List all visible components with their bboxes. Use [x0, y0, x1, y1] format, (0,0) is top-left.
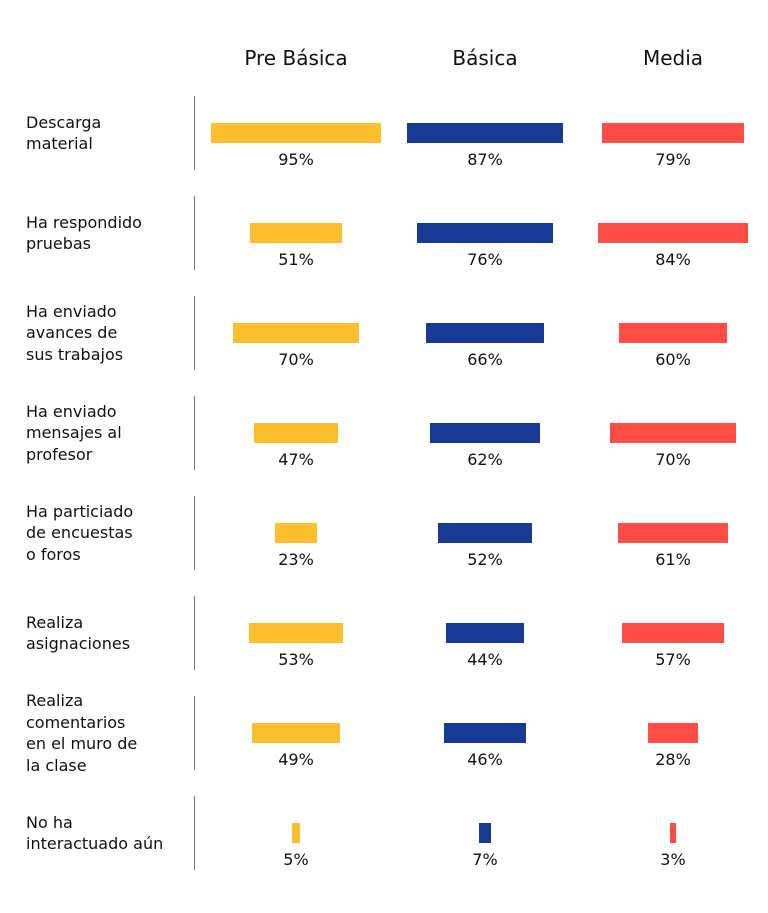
data-label: 51%	[278, 250, 314, 269]
row-label: Ha enviado avances de sus trabajos	[26, 301, 186, 366]
data-label: 3%	[660, 850, 686, 869]
row-label-line: pruebas	[26, 234, 92, 253]
bar	[445, 623, 525, 643]
bar	[610, 423, 736, 443]
row-label-line: asignaciones	[26, 634, 131, 653]
bar	[233, 323, 359, 343]
data-label: 53%	[278, 650, 314, 669]
bar	[252, 723, 340, 743]
bar	[443, 723, 527, 743]
bar	[478, 823, 492, 843]
row-label: Descarga material	[26, 112, 186, 155]
data-label: 28%	[655, 750, 691, 769]
bar	[647, 723, 699, 743]
row-label-line: Ha enviado	[26, 401, 117, 421]
column-header-1: Básica	[452, 46, 518, 70]
bar	[438, 523, 532, 543]
data-label: 84%	[655, 250, 691, 269]
data-label: 79%	[655, 150, 691, 169]
bar	[210, 123, 382, 143]
row-label-line: Ha particiado	[26, 501, 134, 521]
row-divider	[194, 96, 195, 170]
bar	[416, 223, 553, 243]
data-label: 60%	[655, 350, 691, 369]
row-label: Realiza asignaciones	[26, 612, 186, 655]
row-label-line: la clase	[26, 755, 87, 775]
data-label: 52%	[467, 550, 503, 569]
data-label: 23%	[278, 550, 314, 569]
row-divider	[194, 296, 195, 370]
row-divider	[194, 796, 195, 870]
data-label: 70%	[278, 350, 314, 369]
row-label: Ha respondido pruebas	[26, 212, 186, 255]
data-label: 5%	[283, 850, 309, 869]
row-label-line: comentarios	[26, 712, 126, 732]
bar	[670, 823, 676, 843]
row-divider	[194, 596, 195, 670]
row-label-line: Realiza	[26, 612, 84, 632]
data-label: 76%	[467, 250, 503, 269]
bar	[253, 423, 339, 443]
row-label-line: material	[26, 134, 93, 153]
column-header-2: Media	[642, 46, 704, 70]
row-label-line: de encuestas	[26, 523, 133, 543]
row-label-line: Descarga	[26, 112, 102, 132]
data-label: 57%	[655, 650, 691, 669]
bar	[425, 323, 545, 343]
row-divider	[194, 696, 195, 770]
data-label: 44%	[467, 650, 503, 669]
row-label-line: No ha	[26, 812, 73, 832]
data-label: 61%	[655, 550, 691, 569]
column-header-0: Pre Básica	[244, 46, 348, 70]
bar	[618, 523, 728, 543]
row-divider	[194, 196, 195, 270]
data-label: 70%	[655, 450, 691, 469]
row-label-line: o foros	[26, 544, 81, 564]
row-label-line: en el muro de	[26, 734, 138, 753]
row-label-line: avances de	[26, 323, 118, 343]
bar	[275, 523, 317, 543]
bar	[248, 623, 344, 643]
bar	[407, 123, 563, 143]
row-label: Ha enviado mensajes al profesor	[26, 401, 186, 466]
row-label-line: Realiza	[26, 691, 84, 710]
row-label: No ha interactuado aún	[26, 812, 186, 855]
row-label-line: profesor	[26, 444, 93, 464]
data-label: 46%	[467, 750, 503, 769]
data-label: 95%	[278, 150, 314, 169]
row-divider	[194, 496, 195, 570]
data-label: 47%	[278, 450, 314, 469]
bar	[597, 223, 749, 243]
bar	[250, 223, 342, 243]
row-label-line: Ha enviado	[26, 301, 117, 321]
data-label: 49%	[278, 750, 314, 769]
data-label: 62%	[467, 450, 503, 469]
bar	[619, 323, 727, 343]
data-label: 66%	[467, 350, 503, 369]
row-label: Ha particiado de encuestas o foros	[26, 501, 186, 566]
bar	[429, 423, 541, 443]
row-label-line: mensajes al	[26, 423, 122, 443]
row-label-line: sus trabajos	[26, 344, 124, 364]
data-label: 7%	[472, 850, 498, 869]
row-label-line: Ha respondido	[26, 212, 142, 232]
row-label-line: interactuado aún	[26, 834, 164, 853]
bar	[602, 123, 744, 143]
row-label: Realiza comentarios en el muro de la clase	[26, 690, 186, 776]
bar	[621, 623, 724, 643]
row-divider	[194, 396, 195, 470]
bar	[291, 823, 301, 843]
data-label: 87%	[467, 150, 503, 169]
